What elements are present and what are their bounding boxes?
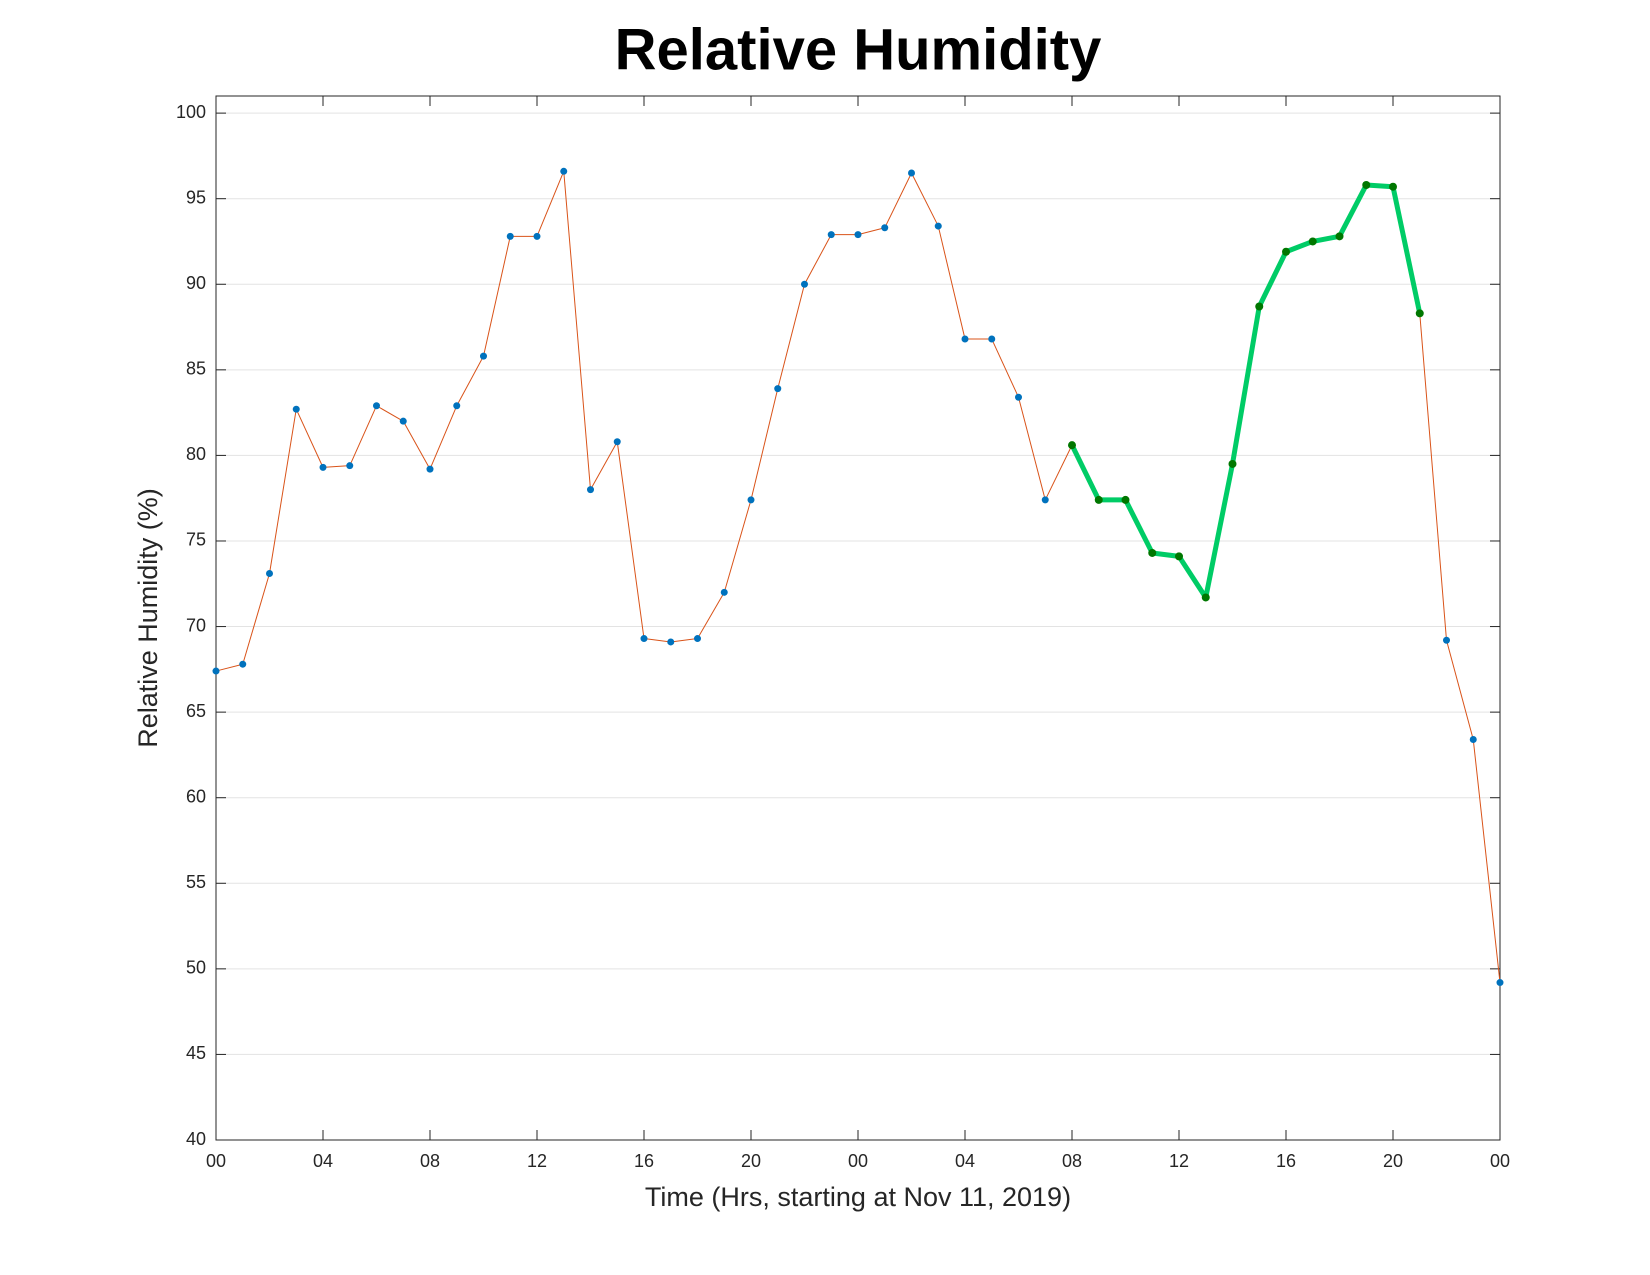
y-tick-label: 100 — [176, 102, 206, 122]
data-point — [533, 232, 541, 240]
data-point — [1148, 548, 1157, 557]
y-tick-label: 75 — [186, 530, 206, 550]
x-tick-label: 12 — [1169, 1151, 1189, 1171]
data-point — [881, 224, 889, 232]
data-point — [1201, 593, 1210, 602]
data-point — [1041, 496, 1049, 504]
data-point — [1175, 552, 1183, 561]
data-point — [694, 635, 701, 643]
data-point — [988, 335, 996, 343]
data-point — [774, 385, 782, 393]
series-line — [1069, 182, 1423, 600]
data-point — [1415, 309, 1424, 318]
data-point — [1255, 302, 1264, 311]
data-point — [1282, 247, 1290, 256]
data-point — [587, 486, 594, 494]
series-line — [215, 170, 1501, 983]
data-point — [239, 660, 247, 668]
x-tick-label: 04 — [955, 1151, 975, 1171]
data-point — [961, 335, 969, 343]
x-tick-label: 20 — [741, 1151, 761, 1171]
plot-frame — [215, 95, 1501, 1141]
x-tick-label: 00 — [848, 1151, 868, 1171]
y-tick-label: 85 — [186, 359, 206, 379]
x-axis-label: Time (Hrs, starting at Nov 11, 2019) — [645, 1182, 1071, 1212]
data-point — [426, 465, 434, 473]
y-axis-label: Relative Humidity (%) — [133, 488, 163, 748]
y-tick-label: 55 — [186, 872, 206, 892]
y-tick-label: 80 — [186, 444, 206, 464]
data-point — [747, 496, 755, 504]
data-point — [212, 667, 220, 675]
data-point — [827, 231, 835, 239]
data-point — [1389, 182, 1397, 191]
x-tick-label: 00 — [1490, 1151, 1510, 1171]
x-tick-label: 12 — [527, 1151, 547, 1171]
data-point — [640, 635, 648, 643]
data-point — [1469, 736, 1477, 744]
data-point — [266, 570, 273, 578]
x-tick-label: 20 — [1383, 1151, 1403, 1171]
y-tick-label: 45 — [186, 1043, 206, 1063]
data-point — [667, 638, 675, 646]
data-point — [453, 402, 461, 410]
x-tick-label: 08 — [1062, 1151, 1082, 1171]
data-point — [560, 167, 568, 175]
data-point — [1496, 979, 1504, 987]
y-tick-label: 95 — [186, 187, 206, 207]
data-point — [613, 438, 621, 446]
y-tick-label: 65 — [186, 701, 206, 721]
data-point — [1094, 495, 1103, 504]
y-tick-label: 90 — [186, 273, 206, 293]
data-point — [399, 417, 407, 425]
data-point — [720, 588, 728, 596]
data-point — [1443, 636, 1450, 644]
data-point — [346, 462, 354, 470]
x-tick-label: 00 — [206, 1151, 226, 1171]
data-point — [1015, 393, 1022, 401]
chart-title: Relative Humidity — [615, 17, 1102, 82]
x-tick-label: 16 — [1276, 1151, 1296, 1171]
data-point — [292, 405, 300, 413]
data-point — [480, 352, 487, 360]
data-point — [1362, 180, 1371, 189]
y-tick-label: 40 — [186, 1129, 206, 1149]
data-point — [1068, 441, 1076, 450]
data-point — [1308, 237, 1317, 246]
x-tick-label: 08 — [420, 1151, 440, 1171]
data-point — [1228, 459, 1237, 468]
data-point — [934, 222, 942, 230]
data-point — [373, 402, 380, 410]
y-tick-label: 60 — [186, 786, 206, 806]
data-point — [319, 463, 327, 471]
x-tick-label: 04 — [313, 1151, 333, 1171]
y-tick-label: 70 — [186, 615, 206, 635]
x-tick-label: 16 — [634, 1151, 654, 1171]
data-point — [1121, 495, 1130, 504]
data-point — [506, 232, 514, 240]
data-point — [908, 169, 915, 177]
y-tick-label: 50 — [186, 958, 206, 978]
data-point — [1335, 232, 1344, 241]
data-point — [854, 231, 862, 239]
data-point — [801, 280, 808, 288]
